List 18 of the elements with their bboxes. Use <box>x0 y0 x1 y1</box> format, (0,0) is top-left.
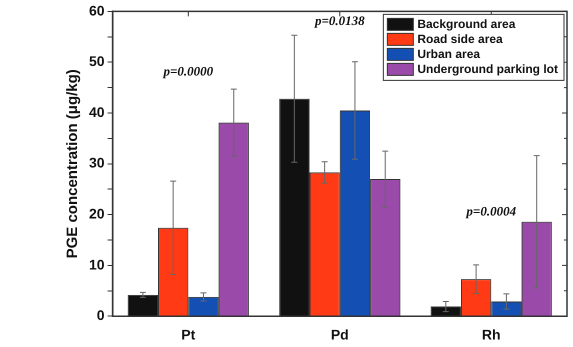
x-tick-label: Pt <box>181 326 196 342</box>
y-tick-label: 50 <box>88 53 105 70</box>
legend-label: Background area <box>417 17 516 32</box>
annotation: p=0.0138 <box>314 12 366 28</box>
legend-label: Underground parking lot <box>417 62 558 76</box>
y-axis-title: PGE concentration (μg/kg) <box>64 69 82 258</box>
y-tick-label: 0 <box>96 307 105 324</box>
x-tick-label: Pd <box>330 326 349 342</box>
legend-label: Urban area <box>417 47 480 62</box>
annotation: p=0.0004 <box>465 203 517 218</box>
y-tick-label: 20 <box>88 205 105 222</box>
y-tick-label: 30 <box>88 154 105 171</box>
legend-label: Road side area <box>417 32 504 46</box>
annotation: p=0.0000 <box>162 64 214 79</box>
x-tick-label: Rh <box>482 326 501 342</box>
y-tick-label: 40 <box>88 104 105 120</box>
y-tick-label: 60 <box>88 2 105 18</box>
y-tick-label: 10 <box>88 256 105 272</box>
